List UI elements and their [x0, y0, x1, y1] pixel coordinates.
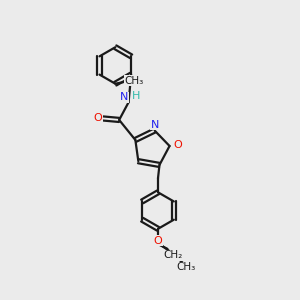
Text: N: N — [120, 92, 128, 102]
Text: CH₂: CH₂ — [163, 250, 182, 260]
Text: CH₃: CH₃ — [125, 76, 144, 86]
Text: N: N — [151, 120, 159, 130]
Text: O: O — [173, 140, 182, 150]
Text: O: O — [93, 113, 102, 124]
Text: H: H — [132, 92, 140, 101]
Text: CH₃: CH₃ — [176, 262, 196, 272]
Text: O: O — [154, 236, 162, 246]
